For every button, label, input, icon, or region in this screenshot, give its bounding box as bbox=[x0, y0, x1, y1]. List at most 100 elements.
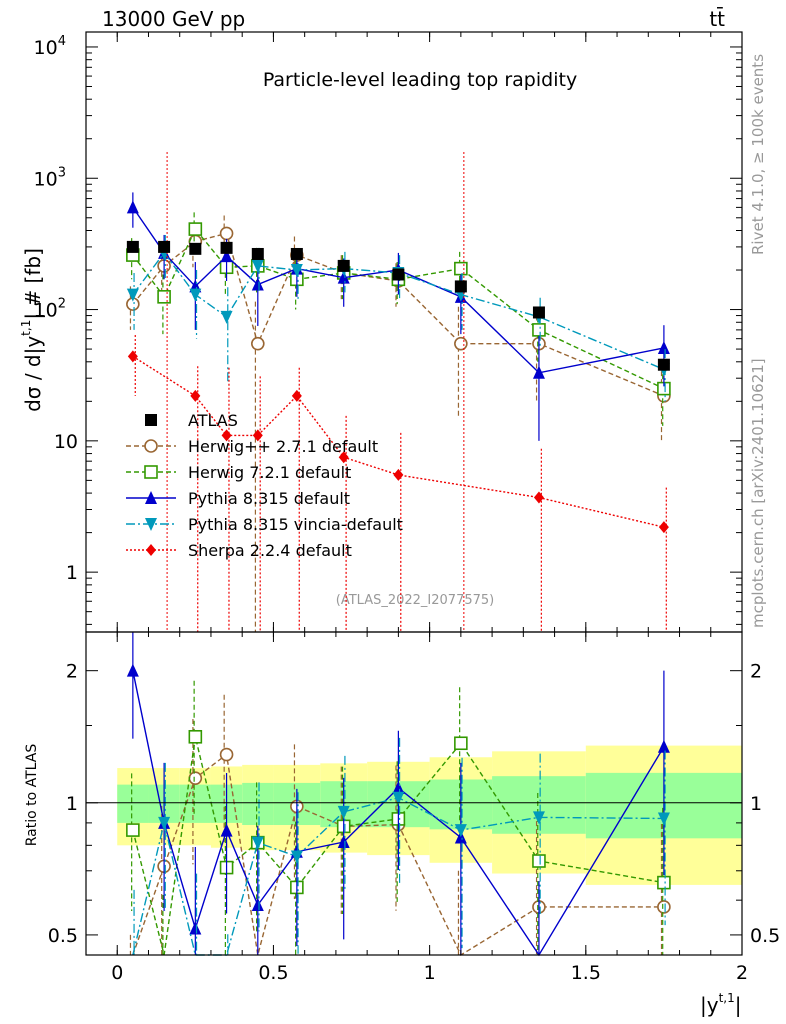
series-0-point bbox=[251, 336, 265, 351]
ratio-frame bbox=[85, 631, 743, 956]
series-1-ratio-point bbox=[126, 823, 140, 837]
x-tick-label: 1.5 bbox=[571, 962, 601, 984]
legend-marker bbox=[145, 491, 157, 504]
series-3-ratio-point bbox=[158, 816, 171, 830]
main-frame bbox=[85, 31, 743, 633]
series-4-line bbox=[132, 355, 665, 528]
series-0-point bbox=[219, 226, 234, 241]
svg-text:|yt,1|: |yt,1| bbox=[700, 991, 741, 1017]
legend-label: Herwig++ 2.7.1 default bbox=[188, 437, 378, 456]
series-4-point bbox=[291, 389, 302, 402]
atlas-data-point bbox=[337, 259, 350, 272]
x-tick-label: 0.5 bbox=[258, 962, 288, 984]
series-4-point bbox=[190, 389, 201, 402]
ratio-tick-label: 2 bbox=[66, 661, 78, 683]
series-0-ratio-point bbox=[657, 900, 671, 914]
series-4-point bbox=[127, 350, 138, 363]
series-0-ratio-point bbox=[188, 771, 203, 785]
atlas-data-point bbox=[251, 247, 264, 260]
atlas-data-point bbox=[189, 242, 202, 255]
y-axis-label: dσ / d|yt,1| # [fb] bbox=[19, 248, 45, 412]
ratio-band-green bbox=[242, 782, 274, 826]
series-3-ratio-point bbox=[337, 805, 350, 819]
atlas-data-point bbox=[392, 268, 405, 281]
series-3-point bbox=[189, 288, 202, 302]
series-3-point bbox=[251, 259, 264, 273]
series-2-point bbox=[220, 249, 233, 263]
atlas-data-point bbox=[290, 247, 303, 260]
atlas-data-point bbox=[657, 358, 670, 371]
series-0-ratio-group bbox=[132, 753, 664, 957]
ratio-tick-label: 0.5 bbox=[48, 925, 78, 947]
series-0-point bbox=[454, 336, 468, 351]
legend-label: Herwig 7.2.1 default bbox=[188, 463, 351, 482]
series-3-ratio-point bbox=[251, 836, 264, 850]
atlas-data-point bbox=[532, 306, 545, 319]
series-3-ratio-point bbox=[290, 850, 303, 864]
series-0-ratio-line bbox=[132, 753, 664, 957]
series-2-ratio-point bbox=[657, 739, 670, 753]
legend-label: ATLAS bbox=[188, 411, 238, 430]
x-tick-label: 1 bbox=[424, 962, 436, 984]
ratio-tick-label: 1 bbox=[750, 793, 762, 815]
legend-marker bbox=[144, 439, 158, 453]
y-tick-label: 10 bbox=[54, 431, 78, 453]
atlas-data-point bbox=[158, 240, 171, 253]
x-tick-label: 0 bbox=[111, 962, 123, 984]
series-2-ratio-point bbox=[189, 921, 202, 935]
y-tick-label: 103 bbox=[34, 165, 66, 190]
series-4-point bbox=[393, 468, 404, 481]
series-1-ratio-point bbox=[188, 729, 203, 744]
series-3-ratio-point bbox=[657, 812, 670, 826]
series-1-point bbox=[532, 323, 546, 337]
ratio-band-green bbox=[492, 776, 586, 834]
ratio-tick-label: 1 bbox=[66, 793, 78, 815]
series-1-point bbox=[454, 261, 468, 276]
legend-label: Pythia 8.315 default bbox=[188, 489, 350, 508]
series-3-ratio-point bbox=[532, 811, 545, 825]
series-3-point bbox=[220, 310, 233, 324]
series-4-point bbox=[338, 451, 349, 464]
series-2-ratio-point bbox=[220, 823, 233, 837]
series-2-point bbox=[532, 365, 545, 379]
series-0-ratio-point bbox=[219, 747, 234, 762]
rivet-label: Rivet 4.1.0, ≥ 100k events bbox=[749, 54, 767, 255]
legend-marker bbox=[145, 414, 157, 426]
legend-marker bbox=[145, 518, 157, 531]
series-2-point bbox=[251, 277, 264, 291]
ratio-tick-label: 0.5 bbox=[750, 925, 780, 947]
mcplots-label: mcplots.cern.ch [arXiv:2401.10621] bbox=[749, 358, 767, 628]
series-1-ratio-point bbox=[454, 736, 468, 751]
series-4-point bbox=[658, 521, 669, 534]
series-3-ratio-point bbox=[454, 824, 467, 838]
legend-label: Pythia 8.315 vincia-default bbox=[188, 515, 403, 534]
y-tick-label: 104 bbox=[34, 34, 66, 59]
series-4-point bbox=[533, 491, 544, 504]
series-2-ratio-point bbox=[126, 663, 139, 677]
series-1-point bbox=[157, 290, 171, 304]
ratio-band-green bbox=[117, 784, 149, 823]
series-4-point bbox=[252, 429, 263, 442]
series-1-ratio-point bbox=[532, 854, 546, 868]
series-2-point bbox=[657, 340, 670, 354]
x-axis-label: |yt,1| bbox=[700, 991, 741, 1017]
series-2-point bbox=[337, 270, 350, 284]
atlas-data-point bbox=[126, 240, 139, 253]
y-tick-label: 102 bbox=[34, 297, 66, 322]
series-3-point bbox=[290, 264, 303, 278]
series-3-ratio-point bbox=[392, 791, 405, 805]
analysis-id: (ATLAS_2022_I2077575) bbox=[336, 593, 494, 608]
chart-title: Particle-level leading top rapidity bbox=[263, 69, 577, 91]
atlas-data-point bbox=[220, 241, 233, 254]
ratio-band-green bbox=[179, 784, 211, 823]
series-2-ratio-point bbox=[251, 898, 264, 912]
legend-marker bbox=[144, 465, 158, 479]
ratio-y-label: Ratio to ATLAS bbox=[24, 744, 40, 847]
process-label: tt̄ bbox=[709, 6, 725, 31]
series-2-ratio-point bbox=[392, 780, 405, 794]
energy-label: 13000 GeV pp bbox=[102, 7, 245, 31]
series-1-ratio-group bbox=[132, 736, 665, 956]
series-1-ratio-point bbox=[657, 875, 671, 890]
y-tick-label: 1 bbox=[66, 562, 78, 584]
